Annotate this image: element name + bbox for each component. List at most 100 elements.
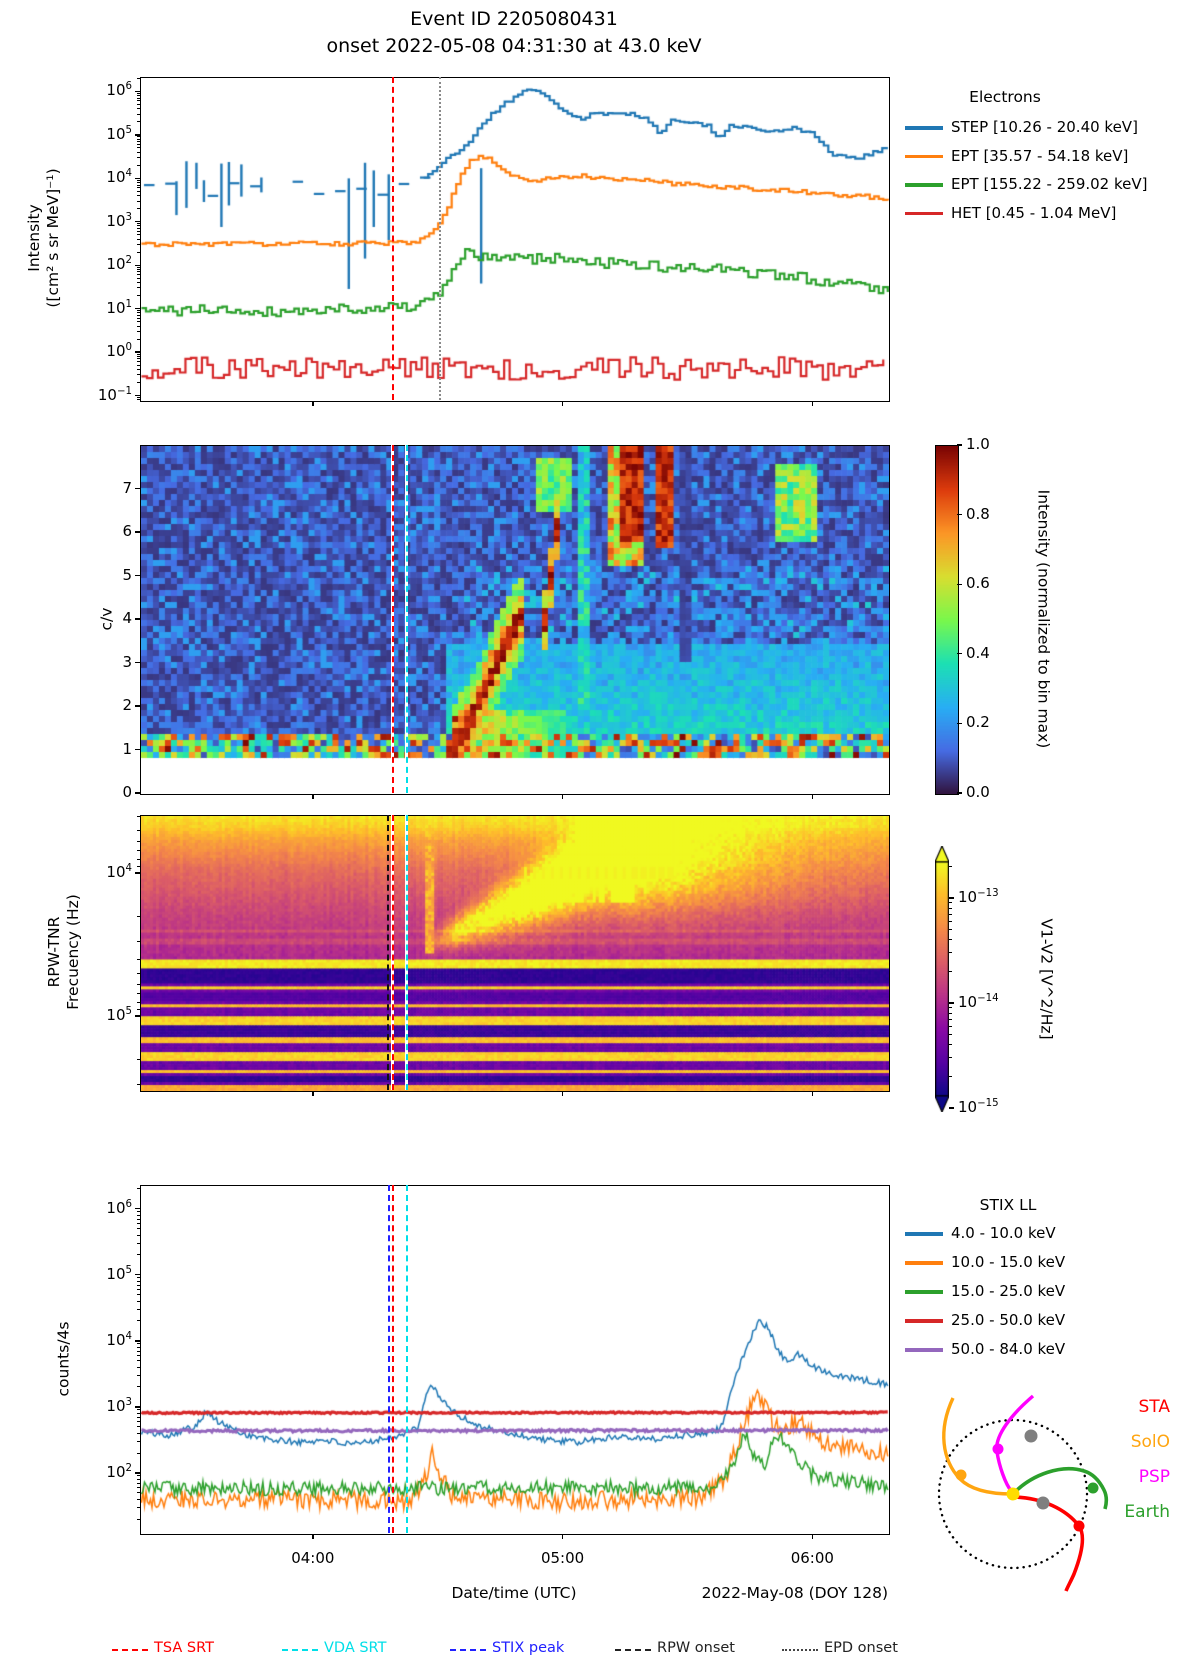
y-minor-tick xyxy=(137,1492,140,1494)
y-minor-tick xyxy=(137,1421,140,1423)
y-minor-tick xyxy=(137,1452,140,1454)
y-minor-tick xyxy=(137,1277,140,1279)
y-tick xyxy=(135,1472,140,1474)
colorbar-rpw-minor-tick xyxy=(949,1007,952,1009)
y-minor-tick xyxy=(137,330,140,332)
y-minor-tick xyxy=(137,1188,140,1190)
colorbar-rpw-minor-tick xyxy=(949,929,952,931)
colorbar-cv xyxy=(935,445,959,795)
sun-dot xyxy=(1006,1487,1020,1501)
legend-entry-label: 25.0 - 50.0 keV xyxy=(951,1311,1066,1329)
y-minor-tick xyxy=(137,940,140,942)
y-minor-tick xyxy=(137,187,140,189)
psp-position-dot xyxy=(992,1443,1004,1455)
legend-entry-label: 10.0 - 15.0 keV xyxy=(951,1253,1066,1271)
y-minor-tick xyxy=(137,230,140,232)
figure-title: Event ID 2205080431 xyxy=(410,8,618,30)
y-minor-tick xyxy=(137,1478,140,1480)
colorbar-rpw-minor-tick xyxy=(949,1012,952,1014)
y-minor-tick xyxy=(137,983,140,985)
y-tick xyxy=(135,394,140,397)
y-minor-tick xyxy=(137,190,140,192)
x-tick xyxy=(561,401,564,406)
y-tick xyxy=(135,574,140,577)
y-minor-tick xyxy=(137,108,140,110)
footer-legend-label: EPD onset xyxy=(824,1640,898,1656)
y-minor-tick xyxy=(137,1058,140,1060)
legend-line-swatch xyxy=(905,154,943,158)
colorbar-rpw-minor-tick xyxy=(949,939,952,941)
y-tick-label: 7 xyxy=(122,478,132,497)
colorbar-rpw-minor-tick xyxy=(949,1018,952,1020)
legend-entry-label: HET [0.45 - 1.04 MeV] xyxy=(951,203,1117,222)
xaxis-date-label: 2022-May-08 (DOY 128) xyxy=(701,1584,888,1602)
y-minor-tick xyxy=(137,103,140,105)
y-minor-tick xyxy=(137,829,140,831)
y-minor-tick xyxy=(137,399,140,401)
rpw-yaxis-label-line1: RPW-TNR xyxy=(45,916,63,988)
y-minor-tick xyxy=(137,815,140,817)
legend-entry-label: 15.0 - 25.0 keV xyxy=(951,1282,1066,1300)
y-minor-tick xyxy=(137,143,140,145)
panel-velocity-dispersion xyxy=(140,445,890,795)
y-tick xyxy=(135,618,140,620)
y-minor-tick xyxy=(137,1506,140,1508)
y-minor-tick xyxy=(137,225,140,227)
x-tick xyxy=(312,1091,314,1096)
y-tick xyxy=(135,1340,140,1342)
y-tick xyxy=(135,1406,140,1408)
y-minor-tick xyxy=(137,1284,140,1286)
y-tick xyxy=(135,221,140,223)
y-minor-tick xyxy=(137,223,140,225)
y-minor-tick xyxy=(137,184,140,186)
footer-legend-swatch xyxy=(450,1649,486,1651)
colorbar-rpw-tick xyxy=(949,897,954,899)
y-minor-tick xyxy=(137,1288,140,1290)
event-line-tsa-srt xyxy=(391,445,394,793)
event-line-epd-onset xyxy=(439,77,442,400)
x-tick xyxy=(811,1534,814,1539)
y-minor-tick xyxy=(137,277,140,279)
y-minor-tick xyxy=(137,274,140,276)
y-minor-tick xyxy=(137,355,140,357)
cv-heatmap-canvas xyxy=(141,446,889,794)
y-minor-tick xyxy=(137,1242,140,1244)
y-minor-tick xyxy=(137,374,140,376)
y-minor-tick xyxy=(137,364,140,366)
y-minor-tick xyxy=(137,1366,140,1368)
electrons-yaxis-label-line1: Intensity xyxy=(25,204,43,272)
y-minor-tick xyxy=(137,1254,140,1256)
y-minor-tick xyxy=(137,234,140,236)
y-minor-tick xyxy=(137,195,140,197)
y-minor-tick xyxy=(137,268,140,270)
x-tick xyxy=(811,794,814,799)
y-tick-label: 1 xyxy=(122,739,132,758)
legend-title: Electrons xyxy=(969,88,1041,106)
y-minor-tick xyxy=(137,164,140,166)
y-tick xyxy=(135,661,140,664)
legend-entry-label: STEP [10.26 - 20.40 keV] xyxy=(951,118,1138,136)
y-tick-label: 105 xyxy=(106,124,132,143)
y-minor-tick xyxy=(137,141,140,143)
colorbar-rpw-minor-tick xyxy=(949,902,952,904)
y-minor-tick xyxy=(137,1386,140,1388)
psp-label: PSP xyxy=(1139,1467,1170,1487)
rpw-yaxis-label-line2: Frecuency (Hz) xyxy=(64,894,82,1010)
colorbar-rpw-minor-tick xyxy=(949,1034,952,1036)
electrons-yaxis-label-line2: ([cm² s sr MeV]⁻¹) xyxy=(44,168,62,308)
y-minor-tick xyxy=(137,266,140,268)
y-minor-tick xyxy=(137,1412,140,1414)
legend-title: STIX LL xyxy=(979,1196,1037,1214)
colorbar-rpw-minor-tick xyxy=(949,865,952,867)
colorbar-rpw-minor-tick xyxy=(949,1057,952,1059)
y-minor-tick xyxy=(137,397,140,399)
y-minor-tick xyxy=(137,312,140,314)
y-minor-tick xyxy=(137,353,140,355)
legend-line-swatch xyxy=(905,1319,943,1323)
y-tick-label: 104 xyxy=(106,1330,132,1349)
panel-rpw-tnr-spectrogram xyxy=(140,815,890,1092)
y-minor-tick xyxy=(137,958,140,960)
y-minor-tick xyxy=(137,1234,140,1236)
y-minor-tick xyxy=(137,138,140,140)
